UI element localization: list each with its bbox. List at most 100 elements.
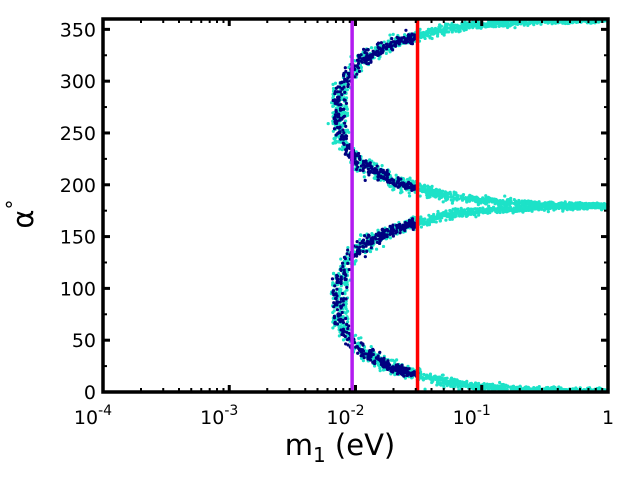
cyan-point <box>484 386 488 390</box>
cyan-point <box>476 385 480 389</box>
cyan-point <box>517 209 521 213</box>
navy-point <box>376 178 380 182</box>
navy-point <box>406 180 411 184</box>
cyan-point <box>361 359 365 363</box>
x-tick-label: 10-3 <box>200 403 238 429</box>
cyan-point <box>481 208 485 212</box>
cyan-point <box>456 194 460 198</box>
cyan-point <box>480 25 484 29</box>
cyan-point <box>427 187 431 191</box>
navy-point <box>407 220 412 224</box>
navy-point <box>361 166 365 171</box>
navy-point <box>345 79 350 84</box>
cyan-point <box>526 201 530 205</box>
navy-point <box>367 163 371 168</box>
cyan-point <box>432 188 436 192</box>
cyan-point <box>422 183 427 187</box>
navy-point <box>402 224 406 229</box>
cyan-point <box>344 96 349 100</box>
cyan-point <box>353 259 357 264</box>
cyan-point <box>521 387 525 391</box>
navy-point <box>391 223 395 227</box>
navy-point <box>369 246 373 250</box>
cyan-point <box>443 377 447 381</box>
navy-point <box>401 181 405 185</box>
cyan-point <box>452 214 456 218</box>
x-axis-label-unit: (eV) <box>326 428 396 462</box>
navy-point <box>343 272 347 276</box>
navy-point <box>344 148 348 152</box>
cyan-point <box>419 225 423 229</box>
navy-point <box>357 55 362 59</box>
navy-point <box>339 102 343 107</box>
cyan-point <box>467 26 471 30</box>
cyan-point <box>484 25 488 29</box>
cyan-point <box>520 20 525 24</box>
cyan-point <box>453 207 458 211</box>
navy-point <box>385 361 389 365</box>
cyan-point <box>438 381 442 386</box>
navy-point <box>381 171 385 175</box>
cyan-point <box>388 33 392 37</box>
cyan-point <box>502 209 506 213</box>
cyan-point <box>377 57 381 61</box>
cyan-point <box>515 201 520 205</box>
navy-point <box>391 369 395 373</box>
navy-point <box>376 49 380 54</box>
cyan-point <box>458 26 462 30</box>
navy-point <box>386 180 390 184</box>
cyan-point <box>337 290 341 295</box>
navy-point <box>363 234 367 238</box>
cyan-point <box>421 221 425 225</box>
navy-point <box>402 369 406 373</box>
cyan-point <box>428 36 432 40</box>
navy-point <box>339 137 343 141</box>
cyan-point <box>343 290 347 294</box>
cyan-point <box>372 161 376 165</box>
cyan-point <box>527 22 532 26</box>
cyan-point <box>431 218 436 222</box>
navy-point <box>383 361 387 365</box>
navy-point <box>333 90 338 94</box>
navy-point <box>346 71 350 76</box>
navy-point <box>380 228 384 232</box>
cyan-point <box>546 202 550 206</box>
navy-point <box>363 352 367 356</box>
navy-point <box>341 137 346 141</box>
cyan-point <box>464 214 469 218</box>
navy-point <box>380 361 384 366</box>
cyan-point <box>346 246 350 250</box>
navy-point <box>365 249 369 253</box>
cyan-point <box>502 207 507 211</box>
cyan-point <box>484 196 488 200</box>
cyan-point <box>343 325 347 329</box>
navy-point <box>396 225 400 230</box>
cyan-point <box>407 194 412 198</box>
navy-point <box>367 173 371 177</box>
navy-point <box>345 338 350 342</box>
cyan-point <box>331 271 336 275</box>
cyan-point <box>488 22 493 26</box>
navy-point <box>344 136 348 141</box>
cyan-point <box>488 211 492 215</box>
navy-point <box>346 76 350 80</box>
y-tick-label: 50 <box>72 330 96 352</box>
cyan-point <box>494 22 498 26</box>
cyan-point <box>491 384 495 388</box>
cyan-point <box>355 342 359 346</box>
cyan-point <box>344 128 348 132</box>
navy-point <box>333 296 338 301</box>
navy-point <box>356 351 360 355</box>
cyan-point <box>384 51 388 55</box>
navy-point <box>403 186 407 190</box>
cyan-point <box>420 375 425 379</box>
cyan-point <box>340 112 344 116</box>
navy-point <box>397 178 401 182</box>
navy-point <box>379 41 383 45</box>
cyan-point <box>480 199 485 203</box>
y-tick-label: 350 <box>60 19 96 41</box>
navy-point <box>372 170 376 174</box>
navy-point <box>398 367 402 372</box>
cyan-point <box>461 384 465 388</box>
